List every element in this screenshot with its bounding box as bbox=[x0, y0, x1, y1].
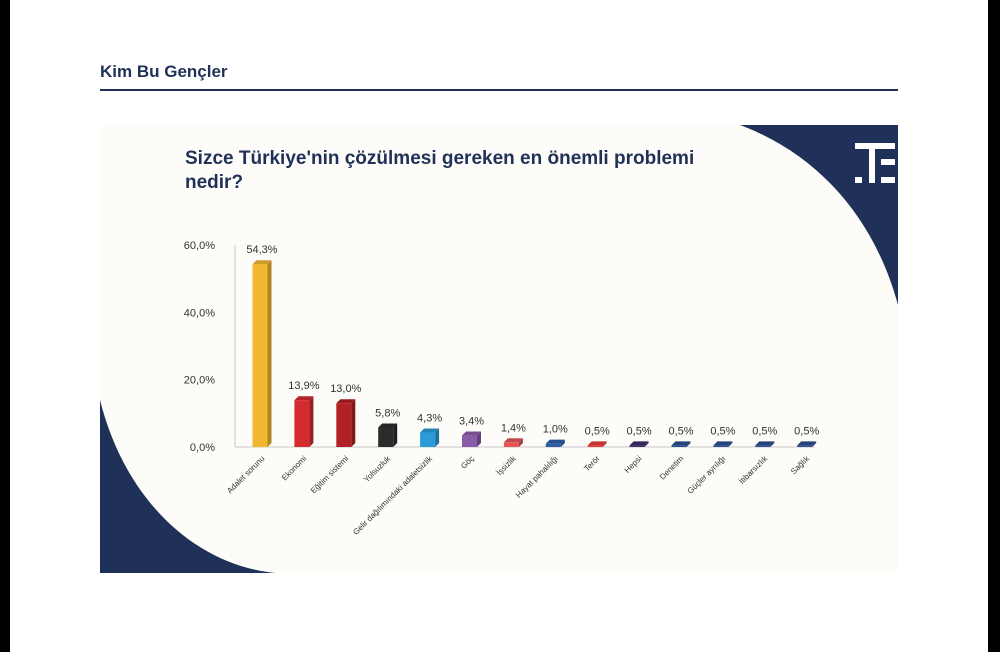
value-label: 0,5% bbox=[710, 425, 735, 437]
value-label: 5,8% bbox=[375, 407, 400, 419]
value-label: 0,5% bbox=[627, 425, 652, 437]
bar bbox=[545, 443, 561, 447]
bar-top bbox=[671, 441, 691, 446]
value-label: 3,4% bbox=[459, 416, 484, 428]
page: Kim Bu Gençler 0,0% 20,0% 40,0% 60,0% 54,3%… bbox=[10, 0, 988, 652]
bar-top bbox=[252, 260, 272, 265]
bar bbox=[378, 427, 394, 447]
category-label: Ekonomi bbox=[280, 454, 309, 483]
bar-side bbox=[602, 441, 607, 447]
bar bbox=[671, 445, 687, 447]
y-tick-label: 60,0% bbox=[184, 240, 215, 252]
bar-top bbox=[503, 438, 523, 443]
bar bbox=[420, 432, 436, 447]
bar bbox=[336, 403, 352, 447]
category-label: Yolsuzluk bbox=[362, 453, 393, 484]
bar-side bbox=[812, 441, 817, 447]
bar-top bbox=[462, 431, 481, 436]
value-label: 0,5% bbox=[794, 425, 819, 437]
category-label: İtibarsızlık bbox=[737, 453, 770, 486]
bar-side bbox=[393, 423, 398, 447]
category-label: Terör bbox=[582, 454, 601, 473]
bar-top bbox=[797, 441, 817, 446]
bar-side bbox=[477, 431, 481, 447]
category-label: Denetim bbox=[658, 454, 686, 482]
category-label: Göç bbox=[459, 454, 476, 471]
bar-top bbox=[545, 439, 565, 444]
bar-side bbox=[770, 441, 775, 447]
category-label: İşsizlik bbox=[495, 453, 519, 477]
bar-top bbox=[294, 396, 314, 401]
bar bbox=[503, 442, 519, 447]
category-label: Sağlık bbox=[789, 453, 812, 476]
category-label: Gelir dağılımındaki adaletsizlik bbox=[351, 453, 434, 536]
top-right-decoration bbox=[740, 125, 898, 305]
category-label: Eğitim sistemi bbox=[309, 454, 350, 495]
bar-side bbox=[518, 438, 523, 447]
bar bbox=[294, 400, 310, 447]
category-label: Hayat pahalılığı bbox=[514, 454, 560, 500]
bar-top bbox=[587, 441, 607, 446]
bar bbox=[797, 445, 813, 447]
value-label: 1,0% bbox=[543, 424, 568, 436]
bar-side bbox=[560, 439, 565, 447]
bar-top bbox=[420, 428, 440, 433]
chart-title: Sizce Türkiye'nin çözülmesi gereken en ö… bbox=[185, 148, 695, 193]
bar-side bbox=[644, 441, 649, 447]
value-label: 4,3% bbox=[417, 413, 442, 425]
value-label: 0,5% bbox=[585, 425, 610, 437]
bar-top bbox=[713, 441, 733, 446]
value-label: 1,4% bbox=[501, 422, 526, 434]
bar-side bbox=[728, 441, 733, 447]
bottom-left-decoration bbox=[100, 400, 275, 573]
bar-top bbox=[629, 441, 649, 446]
y-tick-label: 0,0% bbox=[190, 442, 215, 454]
y-tick-label: 20,0% bbox=[184, 375, 215, 387]
value-label: 54,3% bbox=[246, 244, 277, 256]
bar bbox=[252, 264, 268, 447]
bar-top bbox=[336, 399, 356, 404]
bar bbox=[713, 445, 729, 447]
y-tick-label: 40,0% bbox=[184, 307, 215, 319]
value-label: 0,5% bbox=[668, 425, 693, 437]
bar-chart: 0,0% 20,0% 40,0% 60,0% 54,3% Adalet sorunu 13… bbox=[100, 125, 898, 573]
bar bbox=[587, 445, 603, 447]
bar-side bbox=[686, 441, 691, 447]
t-logo-icon bbox=[855, 143, 895, 183]
chart-slide: 0,0% 20,0% 40,0% 60,0% 54,3% Adalet sorunu 13… bbox=[100, 125, 898, 573]
bar bbox=[755, 445, 771, 447]
section-title: Kim Bu Gençler bbox=[100, 62, 228, 81]
value-label: 13,0% bbox=[330, 383, 361, 395]
category-label: Hepsi bbox=[623, 454, 644, 475]
bar-side bbox=[267, 260, 272, 447]
value-label: 0,5% bbox=[752, 425, 777, 437]
category-label: Güçler ayrılığı bbox=[686, 454, 728, 496]
category-label: Adalet sorunu bbox=[225, 454, 266, 495]
bar-top bbox=[378, 423, 398, 428]
bar-side bbox=[435, 428, 440, 447]
bar bbox=[629, 445, 645, 447]
header-divider bbox=[100, 89, 898, 91]
bar bbox=[462, 435, 477, 447]
bar-side bbox=[309, 396, 314, 447]
bar-top bbox=[755, 441, 775, 446]
value-label: 13,9% bbox=[288, 380, 319, 392]
bar-side bbox=[351, 399, 356, 447]
